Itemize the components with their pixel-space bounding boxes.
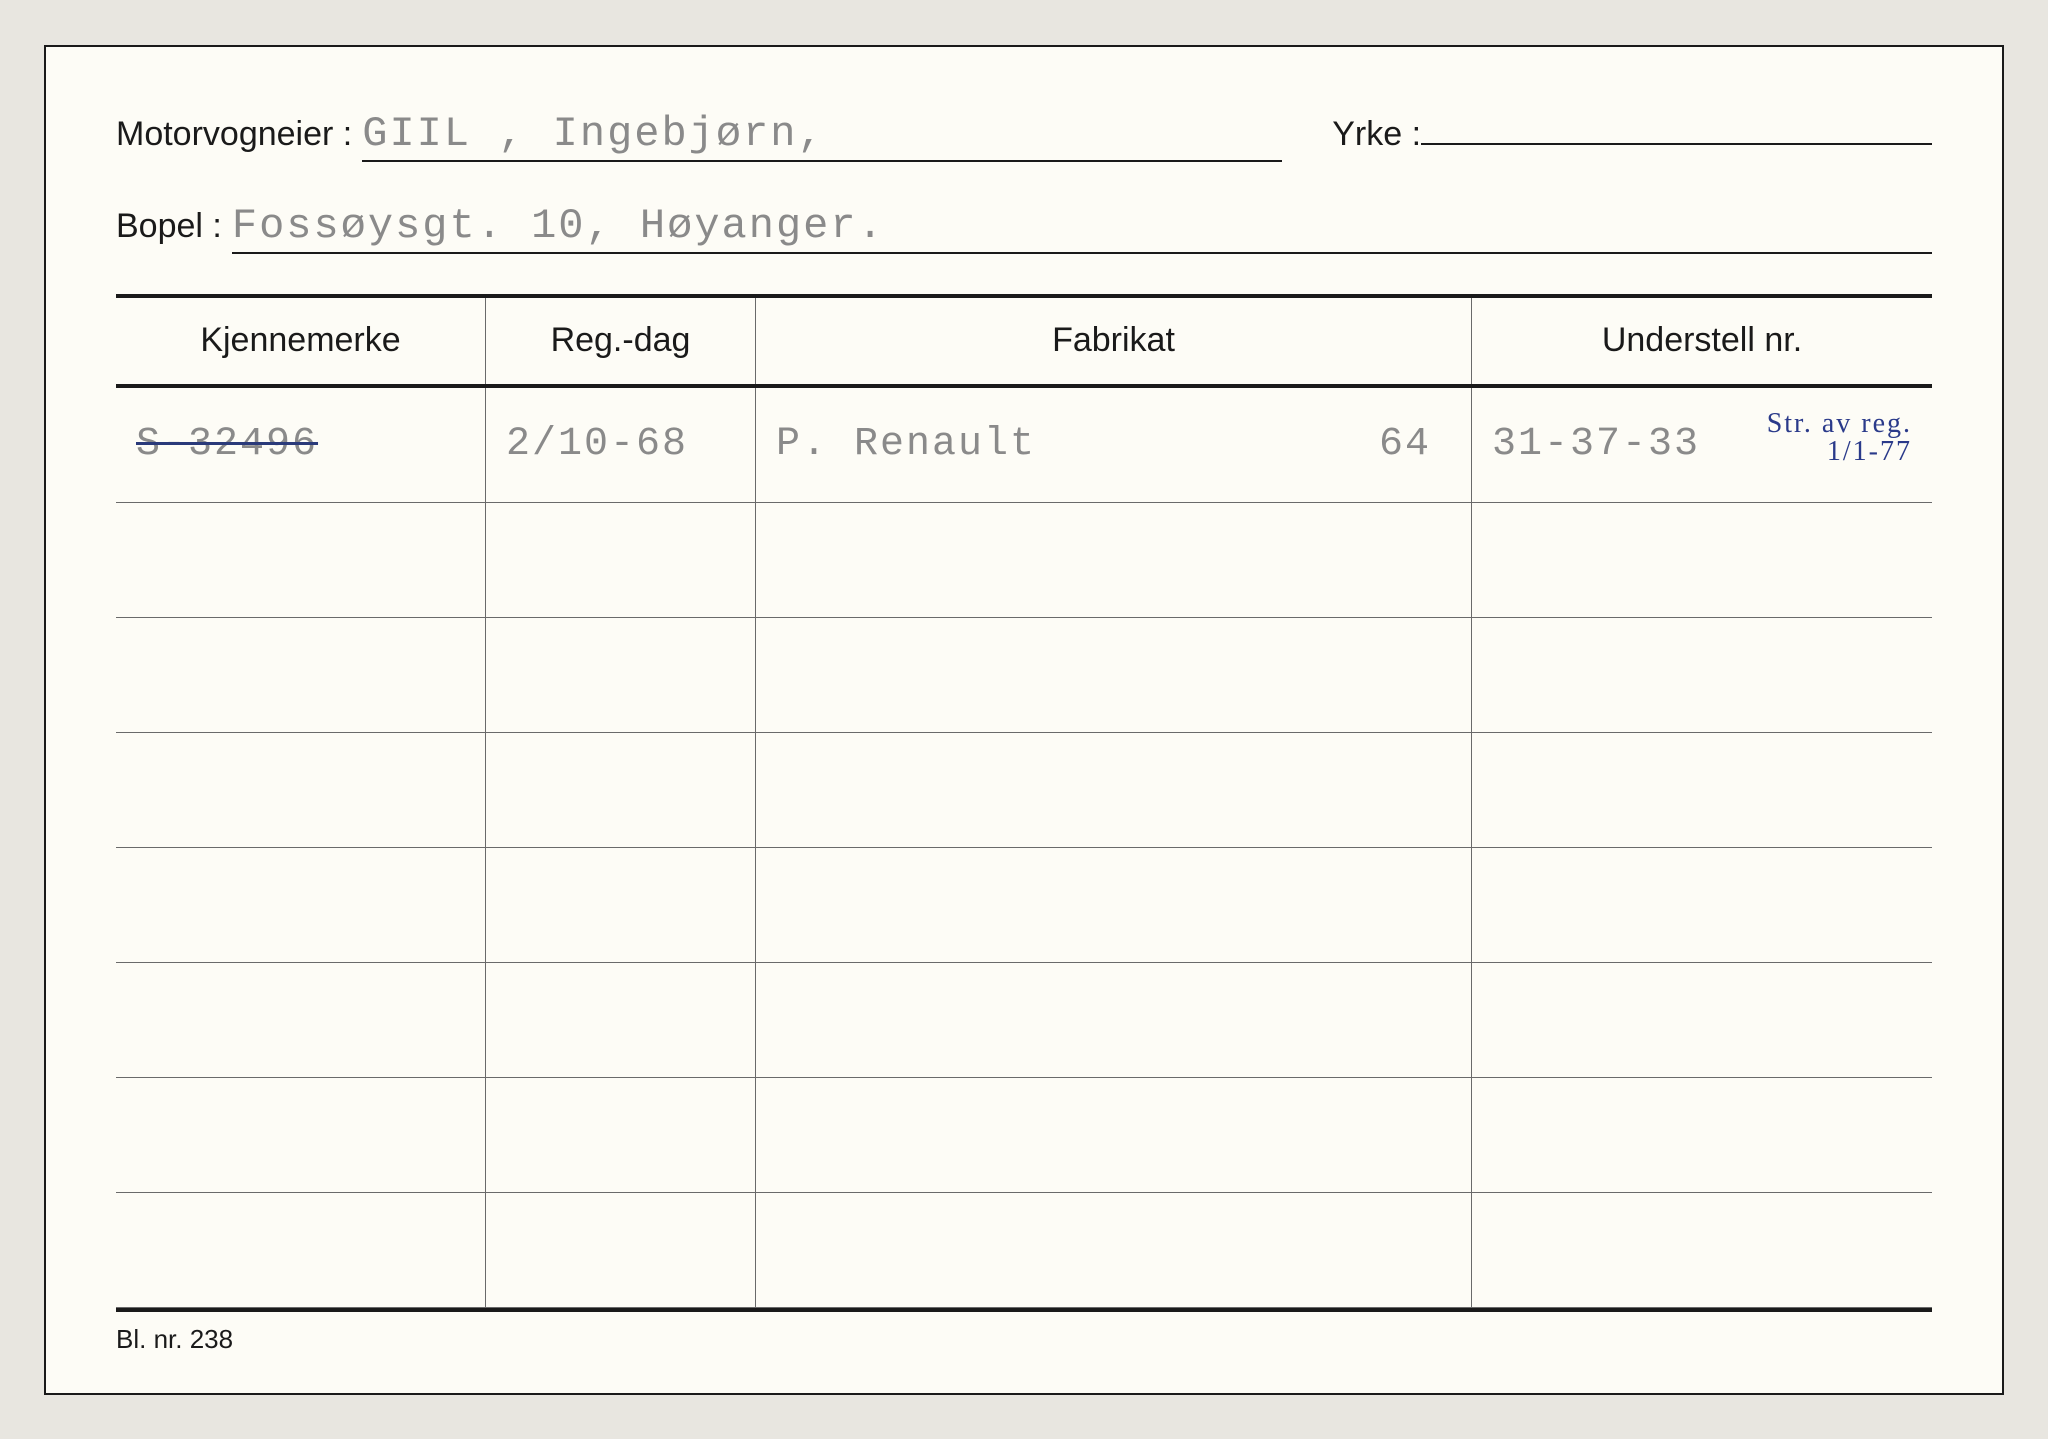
td-empty xyxy=(116,1193,486,1307)
td-fabrikat: P. Renault 64 xyxy=(756,388,1472,502)
td-empty xyxy=(756,618,1472,732)
motorvogneier-value: GIIL , Ingebjørn, xyxy=(362,110,1282,162)
td-empty xyxy=(486,503,756,617)
th-understell: Understell nr. xyxy=(1472,298,1932,384)
td-reg-dag: 2/10-68 xyxy=(486,388,756,502)
td-empty xyxy=(486,963,756,1077)
yrke-label: Yrke : xyxy=(1332,115,1421,154)
table-row-empty xyxy=(116,1193,1932,1308)
td-empty xyxy=(756,848,1472,962)
handwritten-annotation: Str. av reg.1/1-77 xyxy=(1767,410,1912,466)
td-empty xyxy=(116,733,486,847)
table-row-empty xyxy=(116,733,1932,848)
td-empty xyxy=(756,963,1472,1077)
td-empty xyxy=(116,618,486,732)
td-understell: 31-37-33 Str. av reg.1/1-77 xyxy=(1472,388,1932,502)
td-empty xyxy=(1472,618,1932,732)
understell-value: 31-37-33 xyxy=(1492,422,1700,467)
registration-card: Motorvogneier : GIIL , Ingebjørn, Yrke :… xyxy=(44,45,2004,1395)
td-empty xyxy=(116,848,486,962)
td-empty xyxy=(756,733,1472,847)
yrke-field: Yrke : xyxy=(1332,107,1932,154)
td-empty xyxy=(486,618,756,732)
td-empty xyxy=(486,1193,756,1307)
table-header-row: Kjennemerke Reg.-dag Fabrikat Understell… xyxy=(116,298,1932,388)
fabrikat-name: P. Renault xyxy=(776,422,1036,467)
td-kjennemerke: S-32496 xyxy=(116,388,486,502)
td-empty xyxy=(756,1078,1472,1192)
th-fabrikat: Fabrikat xyxy=(756,298,1472,384)
td-empty xyxy=(1472,1193,1932,1307)
td-empty xyxy=(486,1078,756,1192)
table-row: S-32496 2/10-68 P. Renault 64 31-37-33 Str. a… xyxy=(116,388,1932,503)
td-empty xyxy=(486,848,756,962)
table-row-empty xyxy=(116,848,1932,963)
td-empty xyxy=(1472,848,1932,962)
bopel-value: Fossøysgt. 10, Høyanger. xyxy=(232,202,1932,254)
td-empty xyxy=(1472,963,1932,1077)
td-empty xyxy=(756,1193,1472,1307)
td-empty xyxy=(756,503,1472,617)
td-empty xyxy=(116,1078,486,1192)
table-row-empty xyxy=(116,963,1932,1078)
vehicle-table: Kjennemerke Reg.-dag Fabrikat Understell… xyxy=(116,294,1932,1312)
table-bottom-rule xyxy=(116,1308,1932,1312)
motorvogneier-label: Motorvogneier : xyxy=(116,115,352,154)
th-kjennemerke: Kjennemerke xyxy=(116,298,486,384)
td-empty xyxy=(1472,1078,1932,1192)
td-empty xyxy=(116,503,486,617)
td-empty xyxy=(486,733,756,847)
form-number: Bl. nr. 238 xyxy=(116,1324,1932,1355)
yrke-value xyxy=(1421,107,1932,145)
fabrikat-year: 64 xyxy=(1379,422,1431,467)
td-empty xyxy=(1472,503,1932,617)
header-fields: Motorvogneier : GIIL , Ingebjørn, Yrke :… xyxy=(116,107,1932,254)
td-empty xyxy=(116,963,486,1077)
motorvogneier-row: Motorvogneier : GIIL , Ingebjørn, Yrke : xyxy=(116,107,1932,162)
th-reg-dag: Reg.-dag xyxy=(486,298,756,384)
table-row-empty xyxy=(116,1078,1932,1193)
table-row-empty xyxy=(116,618,1932,733)
bopel-label: Bopel : xyxy=(116,207,222,246)
kjennemerke-value: S-32496 xyxy=(136,422,318,467)
td-empty xyxy=(1472,733,1932,847)
bopel-row: Bopel : Fossøysgt. 10, Høyanger. xyxy=(116,202,1932,254)
table-row-empty xyxy=(116,503,1932,618)
table-body: S-32496 2/10-68 P. Renault 64 31-37-33 Str. a… xyxy=(116,388,1932,1308)
